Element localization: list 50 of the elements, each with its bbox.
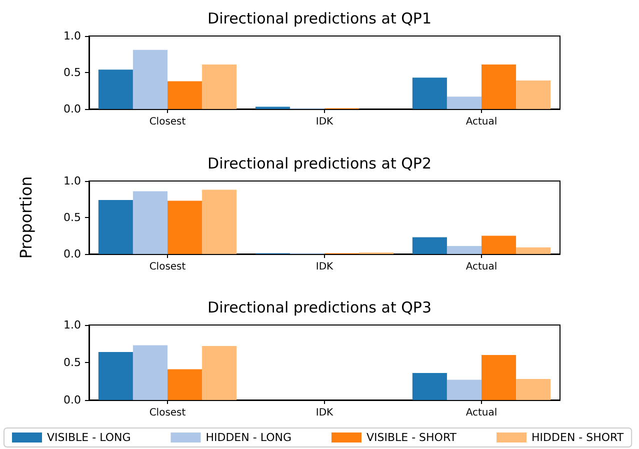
y-tick-label: 0.0 bbox=[64, 102, 81, 116]
bar bbox=[412, 78, 447, 109]
bar bbox=[168, 200, 202, 254]
bar bbox=[132, 191, 168, 254]
bar bbox=[446, 380, 482, 400]
y-tick-label: 1.0 bbox=[64, 30, 81, 42]
chart-title: Directional predictions at QP2 bbox=[208, 154, 432, 172]
bar bbox=[412, 237, 447, 254]
bar bbox=[132, 50, 168, 109]
y-tick-label: 1.0 bbox=[64, 174, 81, 188]
x-tick-label: Closest bbox=[149, 262, 186, 272]
bar bbox=[98, 200, 133, 254]
bar bbox=[168, 81, 202, 109]
bar bbox=[132, 345, 168, 400]
y-tick-label: 0.5 bbox=[64, 356, 81, 369]
y-tick-label: 0.5 bbox=[64, 66, 81, 79]
bar bbox=[98, 70, 133, 109]
x-tick-label: IDK bbox=[316, 408, 334, 418]
y-axis-title: Proportion bbox=[16, 176, 36, 259]
legend-label: HIDDEN - SHORT bbox=[532, 431, 624, 444]
chart-title: Directional predictions at QP3 bbox=[208, 298, 432, 316]
x-tick-label: Closest bbox=[149, 408, 186, 418]
bar bbox=[202, 64, 237, 109]
x-tick-label: IDK bbox=[316, 116, 334, 128]
bar bbox=[516, 80, 551, 109]
y-tick-label: 1.0 bbox=[64, 318, 81, 332]
bar bbox=[168, 369, 202, 400]
legend-label: VISIBLE - LONG bbox=[47, 431, 131, 444]
bar bbox=[446, 96, 482, 109]
bar bbox=[446, 246, 482, 254]
x-tick-label: Actual bbox=[466, 408, 498, 418]
bar bbox=[202, 346, 237, 400]
y-tick-label: 0.0 bbox=[64, 248, 81, 260]
bar bbox=[202, 190, 237, 254]
x-tick-label: Actual bbox=[466, 262, 498, 272]
y-tick-label: 0.5 bbox=[64, 211, 81, 224]
bar bbox=[482, 64, 516, 109]
bar bbox=[482, 355, 516, 400]
legend-label: HIDDEN - LONG bbox=[206, 431, 292, 444]
legend-label: VISIBLE - SHORT bbox=[366, 431, 457, 444]
bar bbox=[516, 247, 551, 254]
bar bbox=[412, 373, 447, 400]
chart-title: Directional predictions at QP1 bbox=[208, 10, 432, 28]
x-tick-label: Actual bbox=[466, 116, 498, 128]
x-tick-label: IDK bbox=[316, 262, 334, 272]
bar bbox=[516, 379, 551, 400]
x-tick-label: Closest bbox=[149, 116, 186, 128]
y-tick-label: 0.0 bbox=[64, 394, 81, 406]
bar bbox=[98, 352, 133, 400]
bar bbox=[482, 236, 516, 254]
